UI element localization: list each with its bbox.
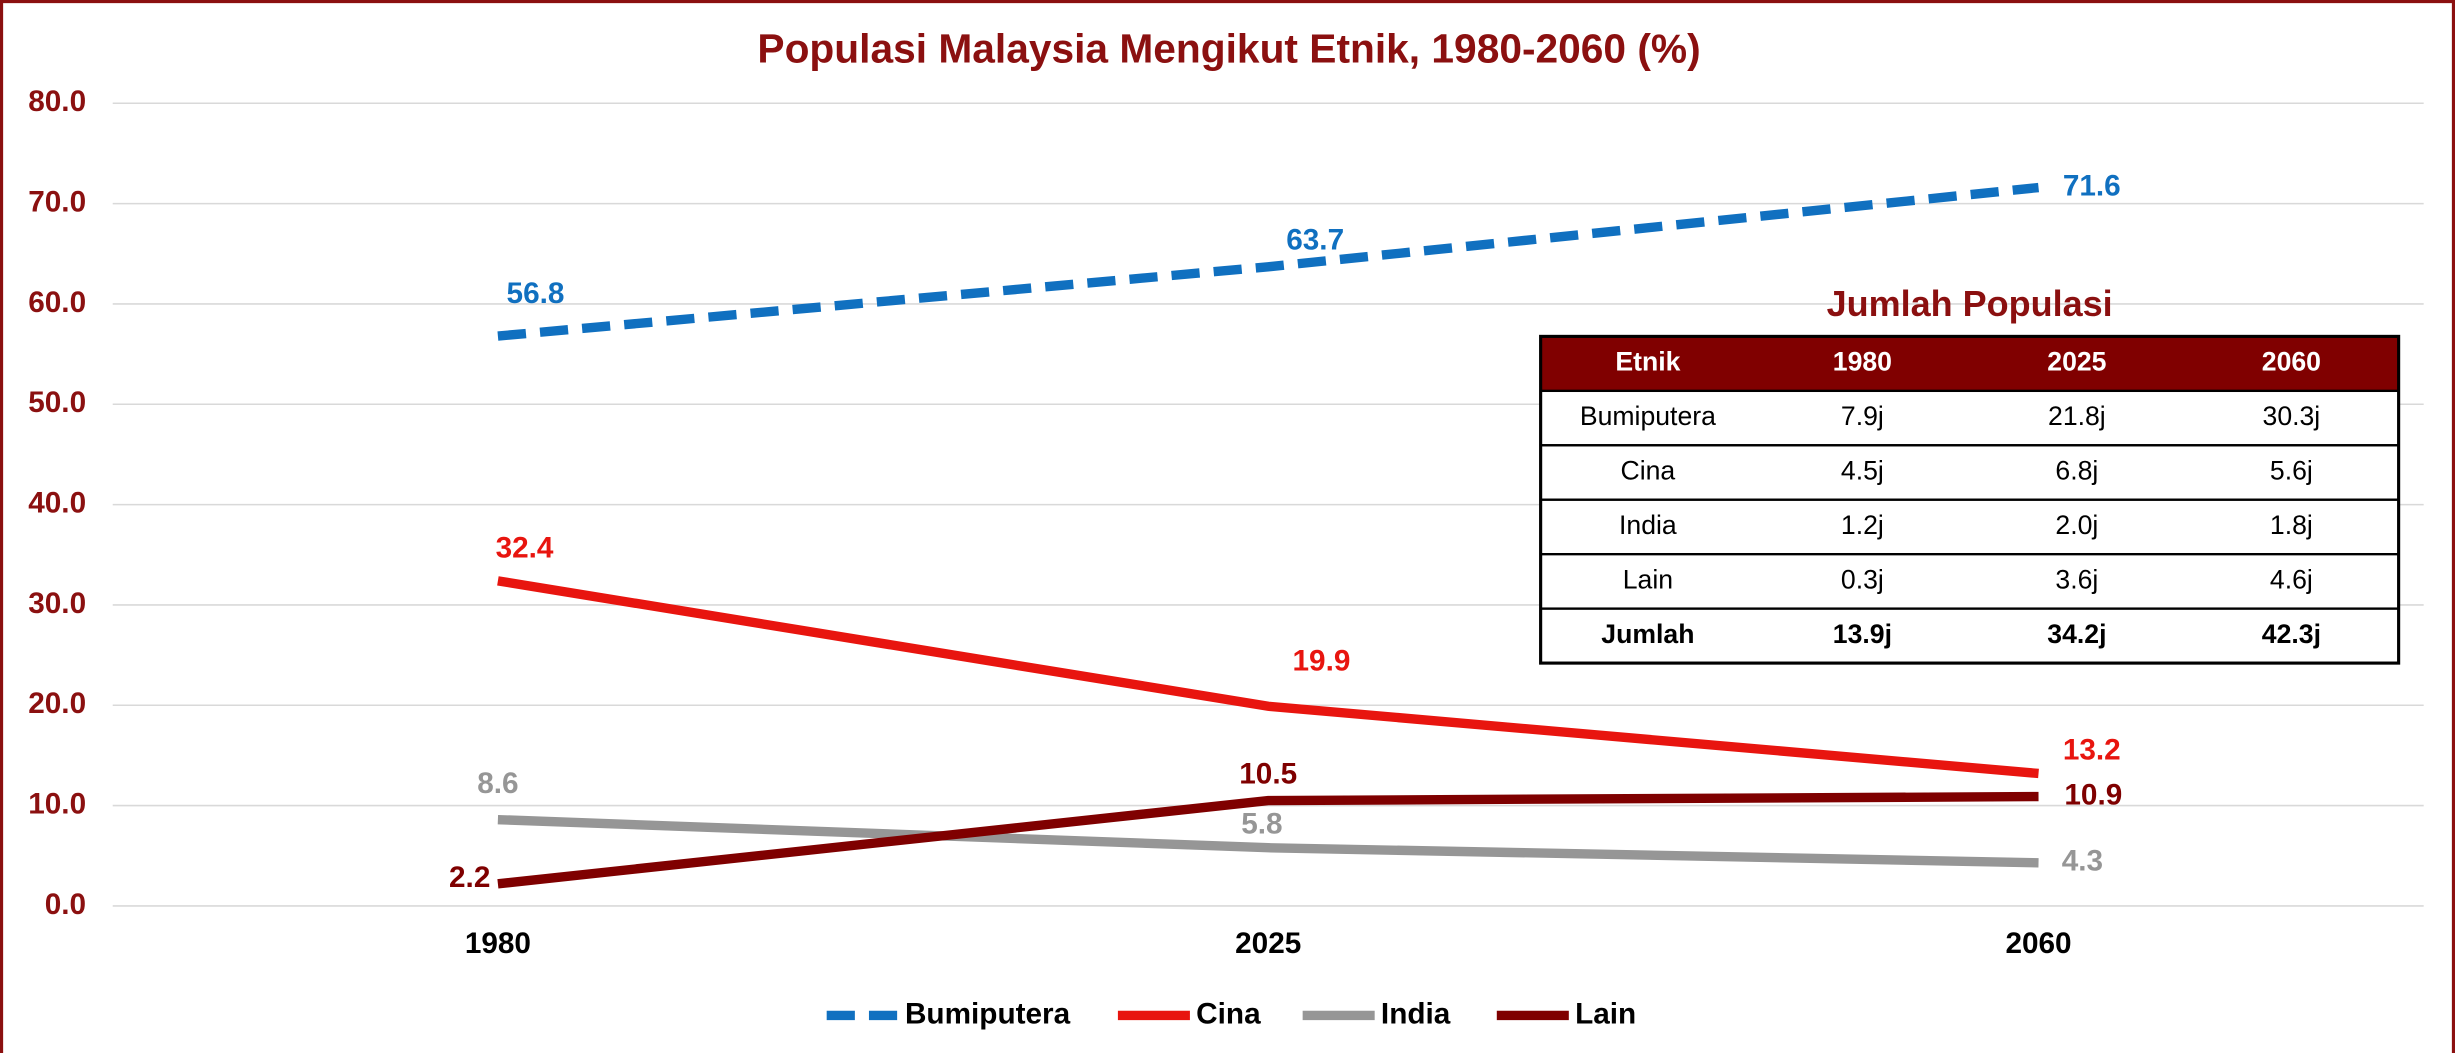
table-cell: 4.5j: [1841, 456, 1884, 486]
y-tick-label: 60.0: [28, 286, 86, 319]
data-label: 63.7: [1286, 224, 1344, 257]
data-label: 5.8: [1241, 808, 1282, 841]
series-line: [497, 576, 2039, 779]
table-header: Etnik: [1615, 347, 1680, 377]
table-cell: 13.9j: [1833, 619, 1892, 649]
table-cell: 6.8j: [2055, 456, 2098, 486]
data-label: 4.3: [2062, 845, 2103, 878]
table-cell: 0.3j: [1841, 564, 1884, 594]
chart-title: Populasi Malaysia Mengikut Etnik, 1980-2…: [757, 25, 1700, 71]
table-cell: Jumlah: [1601, 619, 1694, 649]
table-cell: 7.9j: [1841, 401, 1884, 431]
series-line: [497, 814, 2039, 868]
legend-label: Bumiputera: [905, 997, 1071, 1030]
table-header: 1980: [1833, 347, 1892, 377]
table-cell: Lain: [1623, 564, 1673, 594]
y-tick-label: 30.0: [28, 587, 86, 620]
table-cell: 1.2j: [1841, 510, 1884, 540]
table-cell: 21.8j: [2048, 401, 2106, 431]
table-cell: Bumiputera: [1580, 401, 1716, 431]
series-line: [497, 182, 2040, 341]
table-cell: 5.6j: [2270, 456, 2313, 486]
data-label: 56.8: [507, 277, 565, 310]
data-label: 2.2: [449, 861, 490, 894]
data-label: 19.9: [1293, 644, 1351, 677]
table-row: [1539, 444, 2400, 501]
y-tick-label: 20.0: [28, 687, 86, 720]
table-row: [1539, 389, 2400, 447]
table-border: [1539, 334, 2401, 665]
data-label: 71.6: [2063, 169, 2121, 202]
table-cell: 4.6j: [2270, 564, 2313, 594]
data-label: 10.9: [2064, 778, 2122, 811]
table-cell: 2.0j: [2055, 510, 2098, 540]
table-header-bg: [1540, 336, 2399, 391]
table-header: 2060: [2262, 347, 2321, 377]
data-label: 8.6: [477, 767, 518, 800]
y-tick-label: 50.0: [28, 386, 86, 419]
data-label: 10.5: [1239, 757, 1297, 790]
y-tick-label: 0.0: [45, 888, 86, 921]
x-tick-label: 1980: [465, 927, 531, 960]
series-line: [497, 791, 2039, 889]
legend-label: Cina: [1196, 997, 1261, 1030]
table-cell: Cina: [1621, 456, 1676, 486]
legend-label: Lain: [1575, 997, 1636, 1030]
y-tick-label: 40.0: [28, 486, 86, 519]
data-label: 32.4: [496, 531, 554, 564]
table-title: Jumlah Populasi: [1827, 283, 2113, 324]
y-tick-label: 70.0: [28, 185, 86, 218]
x-tick-label: 2025: [1235, 927, 1301, 960]
table-cell: 1.8j: [2270, 510, 2313, 540]
table-cell: 42.3j: [2262, 619, 2321, 649]
data-label: 13.2: [2063, 733, 2121, 766]
table-cell: 30.3j: [2263, 401, 2321, 431]
x-tick-label: 2060: [2005, 927, 2071, 960]
table-cell: 34.2j: [2047, 619, 2106, 649]
table-cell: 3.6j: [2055, 564, 2098, 594]
legend-label: India: [1381, 997, 1451, 1030]
table-header: 2025: [2047, 347, 2106, 377]
y-tick-label: 10.0: [28, 787, 86, 820]
y-tick-label: 80.0: [28, 85, 86, 118]
table-cell: India: [1619, 510, 1677, 540]
